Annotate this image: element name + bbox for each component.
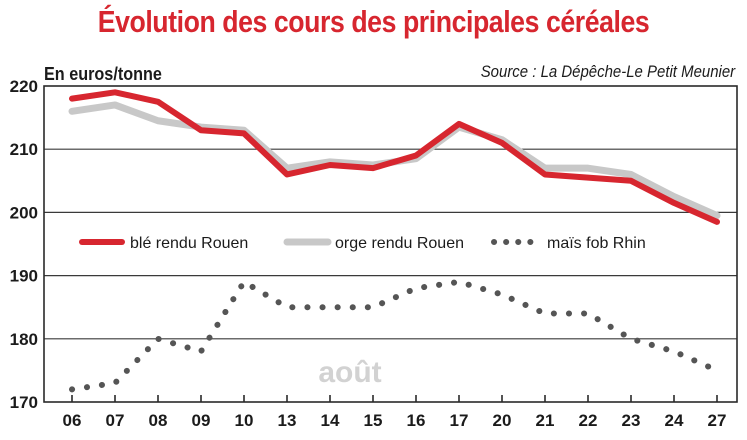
x-axis-ticks: 06 07 08 09 10 13 14 15 16 17 20 21 22 23 24 27 (63, 395, 727, 430)
series-line-ble (69, 89, 720, 225)
x-tick-label: 21 (536, 411, 555, 430)
x-tick-label: 20 (493, 411, 512, 430)
x-tick-label: 07 (106, 411, 125, 430)
x-tick-label: 09 (192, 411, 211, 430)
x-tick-label: 08 (149, 411, 168, 430)
y-tick-label: 170 (10, 393, 38, 412)
legend-label-orge: orge rendu Rouen (335, 235, 464, 252)
y-tick-label: 210 (10, 140, 38, 159)
legend-label-mais: maïs fob Rhin (547, 235, 646, 252)
x-tick-label: 06 (63, 411, 82, 430)
y-tick-label: 220 (10, 77, 38, 96)
y-tick-label: 190 (10, 267, 38, 286)
x-tick-label: 13 (278, 411, 297, 430)
chart-title: Évolution des cours des principales céré… (97, 4, 650, 39)
x-tick-label: 27 (708, 411, 727, 430)
x-tick-label: 17 (450, 411, 469, 430)
y-axis-ticks: 170 180 190 200 210 220 (10, 77, 38, 412)
plot-frame (43, 85, 738, 403)
x-tick-label: 22 (579, 411, 598, 430)
x-tick-label: 23 (622, 411, 641, 430)
series-group (68, 89, 721, 393)
plot-border (43, 85, 738, 403)
legend-label-ble: blé rendu Rouen (130, 235, 248, 252)
legend: blé rendu Rouen orge rendu Rouen maïs fob … (79, 235, 646, 252)
x-tick-label: 15 (364, 411, 383, 430)
series-line-mais (69, 278, 720, 393)
x-tick-label: 14 (321, 411, 340, 430)
month-annotation: août (318, 356, 381, 389)
y-tick-label: 200 (10, 203, 38, 222)
y-axis-label: En euros/tonne (44, 64, 162, 84)
y-tick-label: 180 (10, 330, 38, 349)
x-tick-label: 16 (407, 411, 426, 430)
x-tick-label: 10 (235, 411, 254, 430)
source-note: Source : La Dépêche-Le Petit Meunier (480, 62, 735, 81)
x-tick-label: 24 (665, 411, 684, 430)
